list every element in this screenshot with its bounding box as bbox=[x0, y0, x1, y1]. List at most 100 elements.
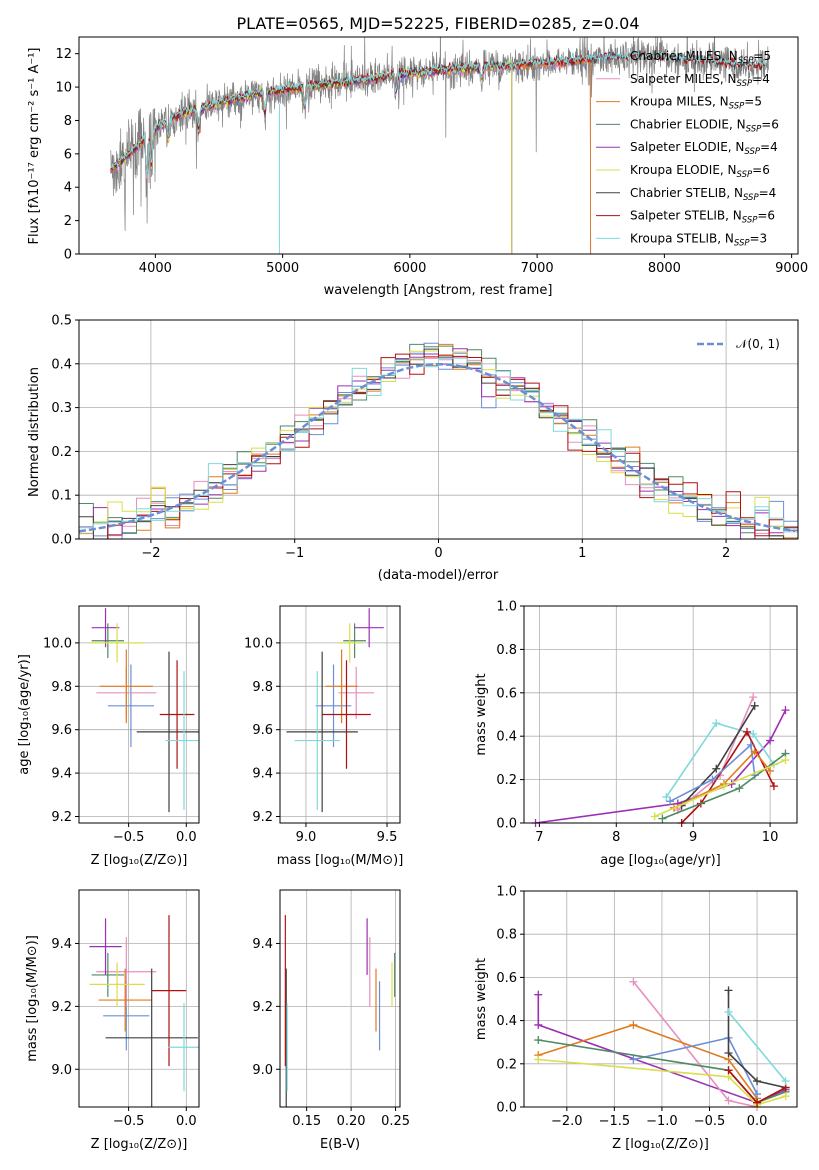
x-tick-label: −1 bbox=[285, 546, 304, 561]
legend-label-suffix: =6 bbox=[761, 117, 779, 131]
legend-label-suffix: =6 bbox=[757, 209, 775, 223]
legend-label-suffix: =4 bbox=[752, 72, 770, 86]
x-tick-label: 9000 bbox=[775, 261, 808, 276]
axes-frame bbox=[523, 605, 798, 824]
legend-label: Salpeter ELODIE, NSSP=4 bbox=[630, 140, 778, 157]
series-marker bbox=[766, 766, 775, 775]
legend-label: Chabrier STELIB, NSSP=4 bbox=[630, 186, 776, 203]
residual-xlabel: (data-model)/error bbox=[378, 568, 499, 583]
series-marker bbox=[735, 784, 744, 793]
y-tick-label: 9.8 bbox=[252, 680, 273, 695]
y-tick-label: 9.4 bbox=[51, 937, 72, 952]
y-axis-label: mass weight bbox=[474, 673, 489, 755]
y-tick-label: 6 bbox=[64, 147, 72, 162]
model-spectrum-kroupa-stelib bbox=[110, 50, 767, 176]
legend-label-suffix: =4 bbox=[759, 186, 777, 200]
x-tick-label: 9.0 bbox=[296, 830, 317, 845]
legend-label-sub: SSP bbox=[738, 56, 754, 66]
series-marker bbox=[749, 730, 758, 739]
series-marker bbox=[629, 1055, 638, 1064]
series-line-kroupa-elodie bbox=[538, 1058, 786, 1106]
residual-panel: −2 −1 0 1 2 0.0 0.1 0.2 0.3 0.4 0.5 (data-model)/e… bbox=[27, 314, 799, 583]
y-tick-label: 12 bbox=[55, 47, 72, 62]
y-tick-label: 9.2 bbox=[252, 810, 273, 825]
y-tick-label: 8 bbox=[64, 114, 72, 129]
legend-label: Kroupa MILES, NSSP=5 bbox=[630, 95, 762, 112]
series-marker bbox=[662, 792, 671, 801]
x-tick-label: 4000 bbox=[139, 261, 172, 276]
y-tick-label: 0.0 bbox=[496, 1101, 517, 1116]
y-tick-label: 0.3 bbox=[51, 401, 72, 416]
legend-label-main: Salpeter MILES, N bbox=[630, 72, 737, 86]
x-tick-label: 10 bbox=[762, 830, 779, 845]
legend-label-sub: SSP bbox=[737, 170, 753, 180]
spectrum-title: PLATE=0565, MJD=52225, FIBERID=0285, z=0… bbox=[236, 14, 639, 33]
series-marker bbox=[534, 990, 543, 999]
y-tick-label: 0.1 bbox=[51, 489, 72, 504]
y-tick-label: 9.2 bbox=[51, 1000, 72, 1015]
axes-frame bbox=[279, 889, 401, 1108]
series-marker bbox=[708, 775, 717, 784]
legend-label-main: Chabrier STELIB, N bbox=[630, 186, 743, 200]
y-tick-label: 9.6 bbox=[252, 723, 273, 738]
legend-label-main: Kroupa MILES, N bbox=[630, 95, 729, 109]
residual-legend: 𝒩(0, 1) bbox=[697, 337, 780, 351]
y-tick-label: 9.6 bbox=[51, 723, 72, 738]
series-marker bbox=[724, 1096, 733, 1105]
spectrum-xlabel: wavelength [Angstrom, rest frame] bbox=[324, 283, 553, 298]
legend-label-sub: SSP bbox=[737, 79, 753, 89]
series-marker bbox=[724, 1007, 733, 1016]
x-tick-label: 0.20 bbox=[337, 1114, 366, 1129]
y-tick-label: 0.0 bbox=[51, 533, 72, 548]
legend-label-sub: SSP bbox=[743, 193, 759, 203]
y-tick-label: 0.2 bbox=[51, 445, 72, 460]
x-tick-label: 0 bbox=[434, 546, 442, 561]
y-tick-label: 1.0 bbox=[496, 885, 517, 900]
y-tick-label: 9.2 bbox=[252, 1000, 273, 1015]
massweight-vs-age-panel: 7 8 9 10 0.0 0.2 0.4 0.6 0.8 1.0 age [log₁₀(age/yr… bbox=[474, 600, 798, 868]
residual-ylabel: Normed distribution bbox=[27, 367, 42, 497]
series-marker bbox=[781, 1077, 790, 1086]
x-tick-label: 0.0 bbox=[747, 1114, 768, 1129]
legend-label-main: Salpeter ELODIE, N bbox=[630, 140, 744, 154]
legend-label: Kroupa STELIB, NSSP=3 bbox=[630, 231, 767, 248]
x-tick-label: −2.0 bbox=[551, 1114, 583, 1129]
series-marker bbox=[753, 1090, 762, 1099]
legend-label-sub: SSP bbox=[744, 147, 760, 157]
x-tick-label: 0.0 bbox=[176, 830, 197, 845]
legend-label: Salpeter STELIB, NSSP=6 bbox=[630, 209, 775, 226]
x-tick-label: 0.15 bbox=[292, 1114, 321, 1129]
series-marker bbox=[781, 706, 790, 715]
series-marker bbox=[749, 693, 758, 702]
series-marker bbox=[753, 1077, 762, 1086]
y-axis-label: mass weight bbox=[474, 958, 489, 1040]
y-tick-label: 9.8 bbox=[51, 680, 72, 695]
y-tick-label: 9.4 bbox=[252, 937, 273, 952]
x-tick-label: 7 bbox=[535, 830, 543, 845]
series-marker bbox=[712, 764, 721, 773]
y-axis-label: age [log₁₀(age/yr)] bbox=[17, 654, 32, 775]
series-marker bbox=[719, 782, 728, 791]
y-tick-label: 10.0 bbox=[43, 636, 72, 651]
series-marker bbox=[534, 1036, 543, 1045]
series-marker bbox=[534, 1055, 543, 1064]
mass-vs-EBV-panel: 0.15 0.20 0.25 9.0 9.2 9.4 E(B-V) bbox=[252, 889, 410, 1152]
series-marker bbox=[750, 747, 759, 756]
x-tick-label: 8 bbox=[612, 830, 620, 845]
x-tick-label: 9 bbox=[689, 830, 697, 845]
series-marker bbox=[766, 736, 775, 745]
series-marker bbox=[629, 1020, 638, 1029]
legend-label-sub: SSP bbox=[734, 238, 750, 248]
axes-frame bbox=[78, 889, 200, 1108]
y-tick-label: 9.2 bbox=[51, 810, 72, 825]
x-tick-label: 9.5 bbox=[377, 830, 398, 845]
x-axis-label: Z [log₁₀(Z/Z⊙)] bbox=[612, 1137, 709, 1152]
x-tick-label: −0.5 bbox=[113, 830, 145, 845]
residual-hist-kroupa-stelib bbox=[79, 357, 798, 533]
gaussian-reference-curve bbox=[79, 363, 796, 533]
series-marker bbox=[781, 756, 790, 765]
series-marker bbox=[750, 701, 759, 710]
y-tick-label: 10.0 bbox=[244, 636, 273, 651]
